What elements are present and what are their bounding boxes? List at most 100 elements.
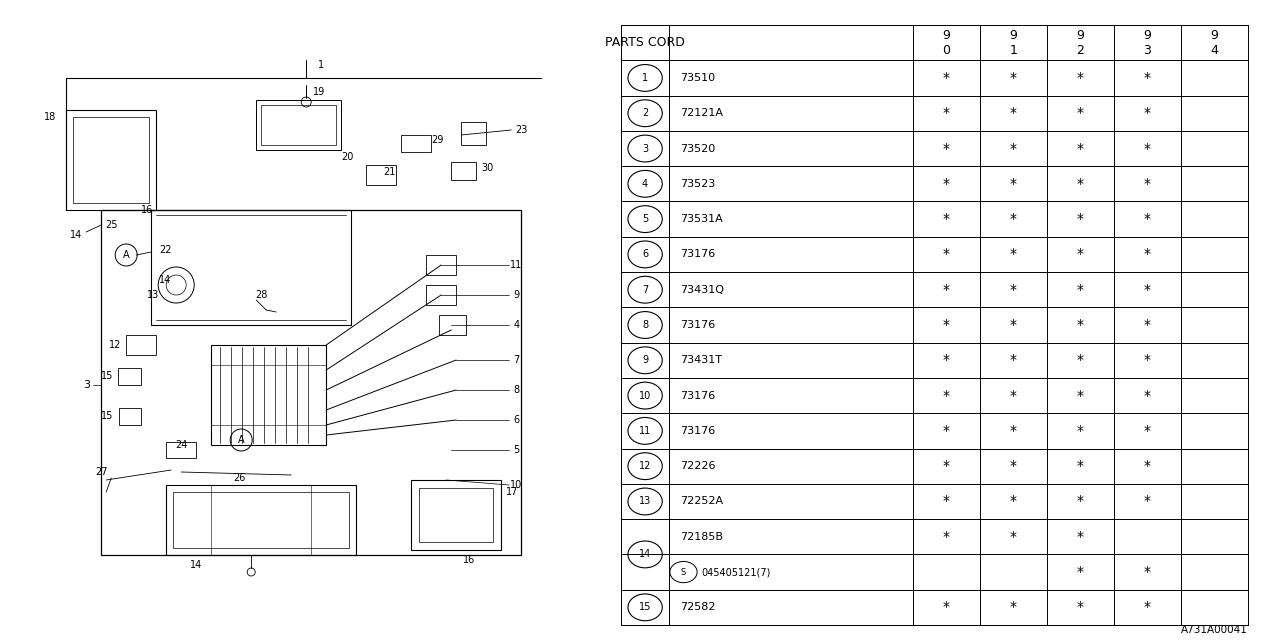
Text: *: * xyxy=(942,353,950,367)
Text: 73176: 73176 xyxy=(680,390,716,401)
Text: *: * xyxy=(1010,212,1016,226)
Text: 5: 5 xyxy=(513,445,520,455)
Text: 24: 24 xyxy=(175,440,187,450)
Text: *: * xyxy=(1076,212,1084,226)
Text: *: * xyxy=(1010,424,1016,438)
Text: 72185B: 72185B xyxy=(680,532,723,542)
Text: 73176: 73176 xyxy=(680,250,716,259)
Text: 12: 12 xyxy=(109,340,122,350)
Text: *: * xyxy=(942,388,950,403)
Text: 11: 11 xyxy=(509,260,522,270)
Text: *: * xyxy=(1010,495,1016,508)
Text: A: A xyxy=(123,250,129,260)
Text: 8: 8 xyxy=(513,385,520,395)
Text: A731A00041: A731A00041 xyxy=(1181,625,1248,635)
Text: 045405121(7): 045405121(7) xyxy=(701,567,771,577)
Text: *: * xyxy=(1144,495,1151,508)
Text: 73510: 73510 xyxy=(680,73,714,83)
Text: 25: 25 xyxy=(105,220,118,230)
Text: 7: 7 xyxy=(513,355,520,365)
Text: 9
1: 9 1 xyxy=(1010,29,1018,57)
Text: 10: 10 xyxy=(509,480,522,490)
Text: 22: 22 xyxy=(159,245,172,255)
Text: *: * xyxy=(1076,459,1084,473)
Text: *: * xyxy=(1076,248,1084,261)
Text: 12: 12 xyxy=(639,461,652,471)
Text: 11: 11 xyxy=(639,426,652,436)
Text: *: * xyxy=(1144,177,1151,191)
Text: 8: 8 xyxy=(643,320,648,330)
Text: *: * xyxy=(1010,106,1016,120)
Text: *: * xyxy=(942,424,950,438)
Text: PARTS CORD: PARTS CORD xyxy=(605,36,685,49)
Text: *: * xyxy=(1076,424,1084,438)
Text: *: * xyxy=(1010,141,1016,156)
Text: *: * xyxy=(942,248,950,261)
Text: 10: 10 xyxy=(639,390,652,401)
Text: *: * xyxy=(942,177,950,191)
Text: 9
2: 9 2 xyxy=(1076,29,1084,57)
Text: *: * xyxy=(942,283,950,297)
Text: 21: 21 xyxy=(383,167,396,177)
Text: *: * xyxy=(1010,353,1016,367)
Text: 26: 26 xyxy=(233,473,246,483)
Text: 6: 6 xyxy=(513,415,520,425)
Text: *: * xyxy=(1144,212,1151,226)
Text: *: * xyxy=(1076,141,1084,156)
Text: *: * xyxy=(1076,353,1084,367)
Text: *: * xyxy=(1144,388,1151,403)
Text: 3: 3 xyxy=(643,143,648,154)
Text: 15: 15 xyxy=(101,411,113,421)
Text: *: * xyxy=(1076,530,1084,544)
Text: *: * xyxy=(942,212,950,226)
Text: *: * xyxy=(942,600,950,614)
Text: 72582: 72582 xyxy=(680,602,716,612)
Text: *: * xyxy=(1076,495,1084,508)
Text: 2: 2 xyxy=(643,108,648,118)
Text: 7: 7 xyxy=(643,285,648,294)
Text: *: * xyxy=(1144,424,1151,438)
Text: *: * xyxy=(1144,318,1151,332)
Text: 5: 5 xyxy=(643,214,648,224)
Text: 9
4: 9 4 xyxy=(1211,29,1219,57)
Text: 72226: 72226 xyxy=(680,461,716,471)
Text: S: S xyxy=(681,568,686,577)
Text: *: * xyxy=(1144,600,1151,614)
Text: 73176: 73176 xyxy=(680,426,716,436)
Text: *: * xyxy=(1144,141,1151,156)
Text: 9: 9 xyxy=(643,355,648,365)
Text: *: * xyxy=(942,459,950,473)
Text: 18: 18 xyxy=(44,112,56,122)
Text: *: * xyxy=(942,141,950,156)
Text: 16: 16 xyxy=(463,555,475,565)
Text: 4: 4 xyxy=(643,179,648,189)
Text: 73431Q: 73431Q xyxy=(680,285,723,294)
Text: *: * xyxy=(1076,283,1084,297)
Text: *: * xyxy=(1144,459,1151,473)
Text: 20: 20 xyxy=(342,152,353,162)
Text: 13: 13 xyxy=(639,497,652,506)
Text: 72252A: 72252A xyxy=(680,497,723,506)
Text: 9
3: 9 3 xyxy=(1143,29,1151,57)
Text: *: * xyxy=(942,318,950,332)
Text: *: * xyxy=(1144,353,1151,367)
Text: 16: 16 xyxy=(141,205,154,215)
Text: 15: 15 xyxy=(639,602,652,612)
Text: 72121A: 72121A xyxy=(680,108,723,118)
Text: 9: 9 xyxy=(513,290,520,300)
Text: 14: 14 xyxy=(639,549,652,559)
Text: A: A xyxy=(238,435,244,445)
Text: *: * xyxy=(942,495,950,508)
Text: 17: 17 xyxy=(506,487,518,497)
Text: 1: 1 xyxy=(643,73,648,83)
Text: 14: 14 xyxy=(70,230,82,240)
Text: *: * xyxy=(1144,283,1151,297)
Text: *: * xyxy=(1010,530,1016,544)
Text: *: * xyxy=(942,530,950,544)
Text: *: * xyxy=(1144,565,1151,579)
Text: *: * xyxy=(1076,565,1084,579)
Text: 73431T: 73431T xyxy=(680,355,722,365)
Text: *: * xyxy=(1076,177,1084,191)
Text: 4: 4 xyxy=(513,320,520,330)
Text: 14: 14 xyxy=(159,275,172,285)
